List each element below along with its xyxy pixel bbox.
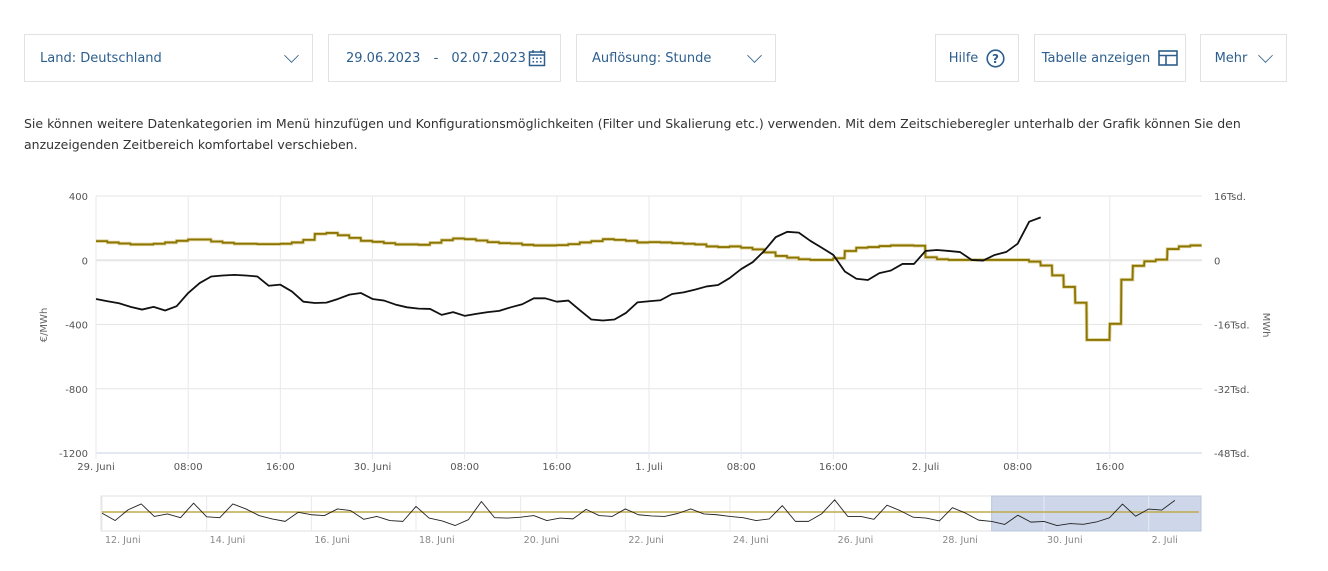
x-tick-label: 29. Juni: [77, 462, 115, 473]
date-separator: -: [433, 50, 439, 66]
y-right-tick-label: -48Tsd.: [1214, 449, 1250, 460]
x-tick-label: 08:00: [1003, 462, 1032, 473]
resolution-dropdown[interactable]: Auflösung: Stunde: [576, 34, 776, 82]
y-left-tick-label: 400: [69, 192, 88, 203]
navigator-tick-label: 18. Juni: [419, 535, 455, 546]
x-tick-label: 16:00: [266, 462, 295, 473]
date-from[interactable]: 29.06.2023: [346, 50, 421, 66]
x-tick-label: 08:00: [727, 462, 756, 473]
more-menu-button[interactable]: Mehr: [1200, 34, 1287, 82]
y-axis-left-title: €/MWh: [39, 308, 50, 343]
navigator-tick-label: 26. Juni: [838, 535, 874, 546]
navigator-tick-label: 14. Juni: [210, 535, 246, 546]
help-button[interactable]: Hilfe ?: [935, 34, 1019, 82]
y-left-tick-label: -800: [65, 385, 88, 396]
show-table-button-label: Tabelle anzeigen: [1041, 50, 1151, 66]
x-tick-label: 16:00: [819, 462, 848, 473]
navigator-tick-label: 16. Juni: [314, 535, 350, 546]
x-tick-label: 2. Juli: [912, 462, 940, 473]
y-left-tick-label: -1200: [59, 449, 88, 460]
navigator-tick-label: 28. Juni: [942, 535, 978, 546]
date-range-picker[interactable]: 29.06.2023 - 02.07.2023: [328, 34, 561, 82]
country-dropdown-label: Land: Deutschland: [40, 50, 162, 66]
show-table-button[interactable]: Tabelle anzeigen: [1034, 34, 1186, 82]
info-text: Sie können weitere Datenkategorien im Me…: [24, 116, 1241, 152]
navigator-tick-label: 2. Juli: [1152, 535, 1178, 546]
volume-step-line: [96, 232, 1202, 341]
country-dropdown[interactable]: Land: Deutschland: [24, 34, 313, 82]
y-right-tick-label: 16Tsd.: [1214, 192, 1246, 203]
y-axis-right-title: MWh: [1260, 313, 1271, 338]
navigator-tick-label: 22. Juni: [628, 535, 664, 546]
resolution-dropdown-label: Auflösung: Stunde: [592, 50, 712, 66]
y-left-tick-label: -400: [65, 321, 88, 332]
date-to[interactable]: 02.07.2023: [451, 50, 526, 66]
x-tick-label: 1. Juli: [635, 462, 663, 473]
navigator-tick-label: 24. Juni: [733, 535, 769, 546]
help-circle-icon: ?: [986, 48, 1005, 68]
navigator-tick-label: 20. Juni: [524, 535, 560, 546]
table-layout-icon: [1158, 50, 1179, 66]
y-right-tick-label: 0: [1214, 256, 1220, 267]
more-menu-label: Mehr: [1214, 50, 1248, 66]
navigator-price-line: [101, 499, 1176, 526]
navigator-selection-range[interactable]: [991, 495, 1202, 532]
y-right-tick-label: -32Tsd.: [1214, 385, 1250, 396]
y-left-tick-label: 0: [82, 256, 88, 267]
x-tick-label: 08:00: [450, 462, 479, 473]
navigator-tick-label: 30. Juni: [1047, 535, 1083, 546]
help-button-label: Hilfe: [948, 50, 979, 66]
x-tick-label: 08:00: [174, 462, 203, 473]
calendar-icon[interactable]: [528, 49, 546, 67]
svg-text:?: ?: [992, 51, 999, 65]
date-range-text: 29.06.2023 - 02.07.2023: [346, 51, 526, 66]
navigator-tick-label: 12. Juni: [105, 535, 141, 546]
x-tick-label: 30. Juni: [354, 462, 392, 473]
x-tick-label: 16:00: [1095, 462, 1124, 473]
price-line: [95, 216, 1042, 322]
y-right-tick-label: -16Tsd.: [1214, 321, 1250, 332]
x-tick-label: 16:00: [542, 462, 571, 473]
